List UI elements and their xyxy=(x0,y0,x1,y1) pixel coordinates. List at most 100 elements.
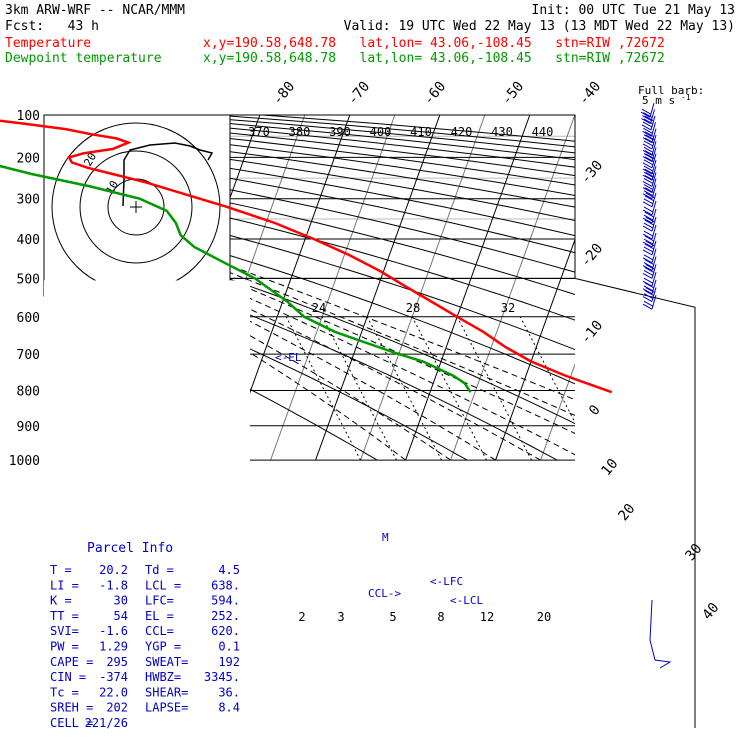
wind-barb-flag xyxy=(644,150,655,156)
wind-barb-flag xyxy=(643,254,654,261)
isotherm xyxy=(315,115,441,461)
pressure-label: 400 xyxy=(17,233,40,248)
wind-barb-flag xyxy=(644,211,655,218)
wind-barb-flag xyxy=(643,222,654,229)
wind-barb-flag xyxy=(641,108,652,115)
wind-barb-flag xyxy=(645,240,655,247)
wind-barb-flag xyxy=(642,143,653,150)
wind-barb-flag xyxy=(643,198,654,205)
wind-barb-flag xyxy=(644,259,655,266)
pressure-label: 600 xyxy=(17,311,40,326)
isotherm-label: -40 xyxy=(576,79,605,109)
parcel-value: 0.1 xyxy=(218,640,240,654)
hodograph-label: 20 xyxy=(81,151,99,169)
parcel-value: 221/26 xyxy=(85,716,128,730)
wind-barb-flag xyxy=(642,201,653,208)
wind-barb-flag xyxy=(644,115,654,122)
forecast-label: Fcst: 43 h xyxy=(5,19,99,34)
pressure-label: 200 xyxy=(17,151,40,166)
wind-barb-flag xyxy=(642,217,653,224)
pressure-label: 500 xyxy=(17,272,40,287)
wind-barb-flag xyxy=(645,153,655,160)
wind-barb-staff xyxy=(651,192,657,207)
isotherm xyxy=(360,115,486,461)
dry-adiabat xyxy=(44,141,575,237)
theta-label: 370 xyxy=(248,125,270,139)
wind-barb-flag xyxy=(642,156,653,162)
parcel-key: K = xyxy=(50,594,72,608)
wind-barb-flag xyxy=(642,241,653,248)
mixing-ratio-label: 12 xyxy=(480,610,494,624)
sounding-lines xyxy=(0,119,613,394)
parcel-key: CELL = xyxy=(50,716,93,730)
wind-barb-staff xyxy=(651,128,657,143)
wind-barb-staff xyxy=(651,178,657,193)
moist-adiabat xyxy=(44,213,541,461)
wind-barb-staff xyxy=(651,248,657,263)
wind-barb-flag xyxy=(644,266,655,273)
wind-barb-staff xyxy=(651,272,657,287)
isotherm-label: 10 xyxy=(598,456,621,479)
parcel-value: 594. xyxy=(211,594,240,608)
isotherm-label: -20 xyxy=(578,241,607,271)
wind-barb-flag xyxy=(641,124,652,131)
wind-barb-flag xyxy=(642,233,653,240)
wind-barb-staff xyxy=(651,134,657,150)
hodograph-ring xyxy=(79,150,193,264)
wind-barb-flag xyxy=(642,225,653,232)
parcel-key: CCL= xyxy=(145,624,174,638)
wind-barb-flag xyxy=(642,209,653,216)
parcel-value: 36. xyxy=(218,685,240,699)
wind-barb-flag xyxy=(642,303,653,310)
wind-barb-flag xyxy=(643,146,654,153)
parcel-key: SHEAR= xyxy=(145,685,188,699)
wind-barb-flag xyxy=(643,177,654,184)
temperature-location: x,y=190.58,648.78 lat,lon= 43.06,-108.45… xyxy=(203,36,665,51)
wind-barb-flag xyxy=(644,219,655,226)
wind-barb-flag xyxy=(643,230,654,237)
wind-barb-flag xyxy=(642,288,653,295)
hodograph-trace xyxy=(122,142,214,207)
wind-barb-flag xyxy=(643,269,654,276)
parcel-value: -1.6 xyxy=(99,624,128,638)
parcel-value: 252. xyxy=(211,609,240,623)
isotherm xyxy=(721,115,740,460)
wind-barb-flag xyxy=(643,214,654,221)
wind-barb-flag xyxy=(644,243,655,250)
parcel-key: LAPSE= xyxy=(145,701,188,715)
wind-barb-flag xyxy=(642,115,652,121)
el-marker: <-EL xyxy=(275,351,302,364)
wind-barb-staff xyxy=(651,147,657,162)
wind-barb-flag xyxy=(642,121,653,128)
hodograph: 1020kts xyxy=(43,114,231,299)
wind-barb-flag xyxy=(642,193,653,200)
isotherm-label: 0 xyxy=(586,402,604,419)
wind-barb-flag xyxy=(642,265,653,272)
wind-barb-staff xyxy=(651,264,657,279)
parcel-value: 20.2 xyxy=(99,563,128,577)
theta-label: 380 xyxy=(289,125,311,139)
temperature-name: Temperature xyxy=(5,36,92,51)
mixing-ratio-line xyxy=(411,316,487,461)
wind-barb-flag xyxy=(643,293,654,299)
wind-barb-flag xyxy=(643,165,654,172)
wind-barb-flag xyxy=(643,171,654,178)
parcel-key: YGP = xyxy=(145,640,181,654)
parcel-panel xyxy=(44,280,250,728)
parcel-value: -374 xyxy=(99,670,128,684)
fullbarb-value: 5 m s xyxy=(642,94,675,107)
parcel-value: 54 xyxy=(114,609,128,623)
wind-barb-flag xyxy=(644,195,655,202)
wind-barb-flag xyxy=(642,168,653,175)
wind-barb-staff xyxy=(651,216,657,232)
dewpoint-name: Dewpoint temperature xyxy=(5,51,162,66)
theta-label: 440 xyxy=(532,125,554,139)
mixing-ratio-line xyxy=(321,316,397,461)
wind-barb-flag xyxy=(645,171,655,178)
parcel-value: 8.4 xyxy=(218,701,240,715)
dry-adiabat xyxy=(44,129,575,208)
wind-barb-flag xyxy=(643,112,653,118)
mixing-ratio-line xyxy=(285,316,361,461)
wind-barb-flag xyxy=(642,174,653,181)
isotherm-label: 20 xyxy=(615,501,638,524)
